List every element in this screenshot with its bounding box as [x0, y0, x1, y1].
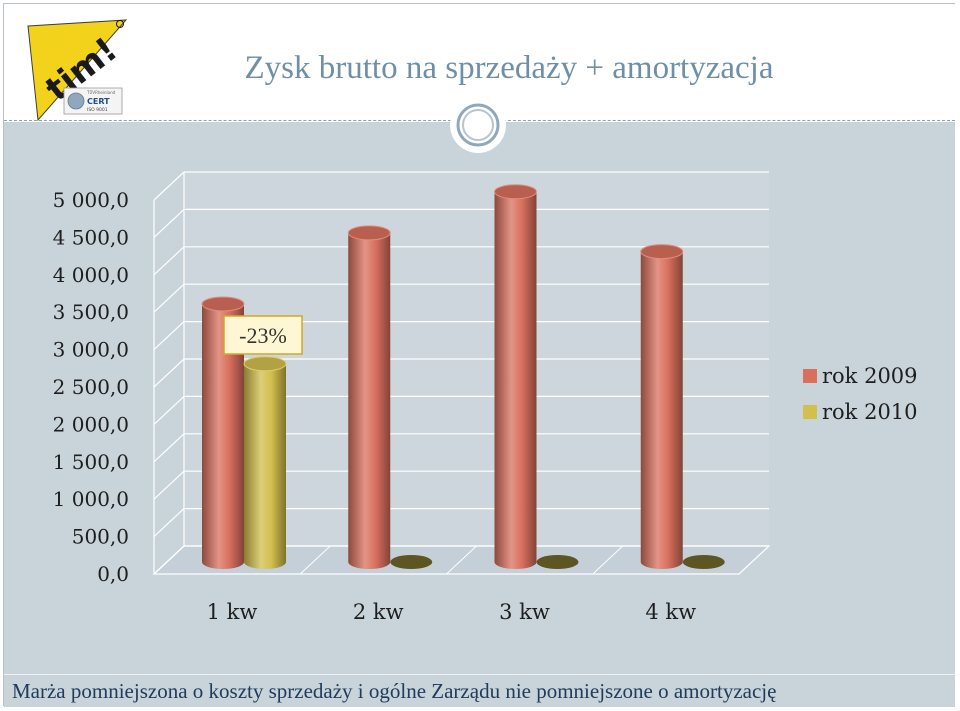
x-tick-label: 1 kw [207, 600, 258, 624]
bar-chart: 0,0 500,0 1 000,0 1 500,0 2 000,0 2 500,0 3 00… [53, 171, 918, 624]
gridline-side [153, 321, 185, 351]
bar-zero-2010-4 [682, 555, 725, 569]
gridline-side [153, 433, 185, 463]
cert-small: TÜVRheinland [86, 90, 116, 95]
chart-area: 0,0 500,0 1 000,0 1 500,0 2 000,0 2 500,0 3 00… [4, 122, 955, 674]
tim-logo: tim! TÜVRheinland CERT ISO 9001 [27, 19, 128, 122]
y-tick-label: 500,0 [72, 525, 129, 549]
gridline-side [153, 246, 185, 276]
bar-top-2009-2 [347, 225, 391, 241]
bar-top-2009-1 [201, 296, 245, 312]
annotation-box [223, 315, 303, 355]
y-tick-label: 3 000,0 [53, 338, 129, 362]
ring-ornament-icon [450, 97, 506, 153]
y-tick-label: 1 000,0 [53, 487, 129, 511]
bar-zero-2010-2 [390, 555, 433, 569]
bar-2009-4 [640, 251, 683, 570]
y-tick-label: 3 500,0 [53, 300, 129, 324]
y-tick-label: 0,0 [97, 562, 129, 586]
y-tick-label: 4 500,0 [53, 225, 129, 249]
legend-label-2010: rok 2010 [822, 400, 918, 424]
x-tick-label: 3 kw [499, 600, 550, 624]
y-tick-label: 2 000,0 [53, 412, 129, 436]
cert-seal-icon [67, 92, 85, 110]
bar-top-2010-1 [243, 356, 287, 372]
gridline-side [153, 208, 185, 238]
gridline-side [153, 545, 185, 575]
legend-swatch-2010 [803, 405, 817, 419]
floor-divider [592, 545, 624, 575]
annotation-text: -23% [239, 323, 287, 348]
gridline-side [153, 395, 185, 425]
gridline-side [153, 358, 185, 388]
y-tick-label: 4 000,0 [53, 263, 129, 287]
floor-divider [299, 545, 331, 575]
y-tick-label: 1 500,0 [53, 450, 129, 474]
footer-note: Marża pomniejszona o koszty sprzedaży i … [12, 679, 777, 703]
bar-2009-3 [494, 191, 537, 569]
page-title: Zysk brutto na sprzedaży + amortyzacja [244, 50, 774, 86]
bar-top-2009-3 [494, 184, 537, 200]
bar-2010-1 [244, 363, 286, 569]
floor-divider [446, 545, 477, 575]
y-tick-label: 5 000,0 [53, 188, 129, 212]
gridline-side [153, 470, 185, 500]
footer-bar: Marża pomniejszona o koszty sprzedaży i … [4, 674, 955, 707]
cert-label: CERT [87, 97, 110, 106]
gridline-side [153, 171, 185, 201]
x-tick-label: 2 kw [353, 600, 404, 624]
y-tick-label: 2 500,0 [53, 375, 129, 399]
gridline-side [153, 283, 185, 313]
legend-label-2009: rok 2009 [822, 364, 918, 388]
legend-swatch-2009 [803, 369, 817, 383]
bar-zero-2010-3 [536, 555, 579, 569]
bar-2009-1 [202, 303, 244, 569]
bar-2009-2 [348, 232, 391, 569]
cert-iso: ISO 9001 [87, 107, 108, 113]
bar-top-2009-4 [640, 244, 684, 260]
x-tick-label: 4 kw [645, 600, 696, 624]
gridline-side [153, 508, 185, 538]
